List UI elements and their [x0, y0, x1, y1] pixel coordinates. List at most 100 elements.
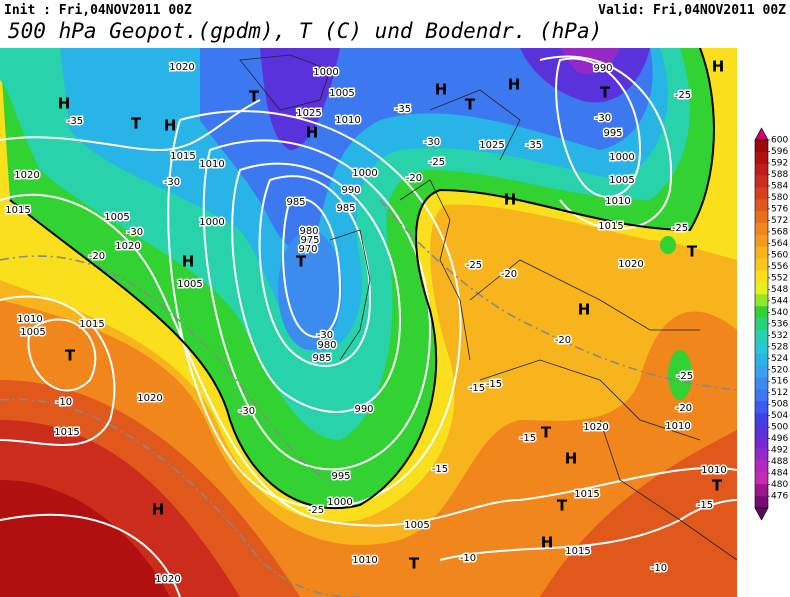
pressure-center: T — [409, 555, 420, 573]
contour-label: 1005 — [329, 88, 354, 99]
colorbar-tick-label: 580 — [771, 193, 788, 203]
contour-label: 1000 — [199, 217, 224, 228]
contour-label: -30 — [127, 227, 143, 238]
colorbar-segment — [755, 472, 768, 485]
colorbar-tick-label: 476 — [771, 492, 788, 502]
contour-label: -25 — [466, 260, 482, 271]
contour-label: -25 — [672, 223, 688, 234]
contour-label: 980 — [299, 226, 318, 237]
valid-time: Valid: Fri,04NOV2011 00Z — [598, 3, 786, 18]
colorbar-segment — [755, 424, 768, 438]
contour-label: -25 — [677, 371, 693, 382]
contour-label: 1015 — [565, 546, 590, 557]
colorbar-tick-label: 532 — [771, 331, 788, 341]
contour-label: 995 — [331, 471, 350, 482]
pressure-center: H — [58, 95, 71, 113]
contour-label: -15 — [697, 500, 713, 511]
contour-label: -35 — [67, 116, 83, 127]
contour-label: 985 — [286, 197, 305, 208]
colorbar-segment — [755, 294, 768, 307]
colorbar-tick-label: 540 — [771, 308, 788, 318]
colorbar-tick-label: 584 — [771, 181, 788, 191]
init-time: Init : Fri,04NOV2011 00Z — [4, 3, 192, 18]
colorbar-tick-label: 508 — [771, 400, 788, 410]
contour-label: 1005 — [609, 175, 634, 186]
colorbar-top — [754, 127, 769, 141]
contour-label: 1010 — [335, 115, 360, 126]
colorbar-segment — [755, 175, 768, 188]
colorbar-bottom — [754, 507, 769, 521]
contour-label: 995 — [603, 128, 622, 139]
pressure-center: H — [504, 191, 517, 209]
pressure-center: H — [541, 534, 554, 552]
contour-label: 1010 — [17, 314, 42, 325]
pressure-center: T — [600, 84, 611, 102]
contour-label: -15 — [469, 383, 485, 394]
contour-label: 1010 — [605, 196, 630, 207]
pressure-center: H — [565, 450, 578, 468]
contour-label: 975 — [300, 235, 319, 246]
contour-label: -25 — [308, 505, 324, 516]
contour-label: 1000 — [327, 497, 352, 508]
colorbar-tick-label: 500 — [771, 423, 788, 433]
map-title: 500 hPa Geopot.(gpdm), T (C) und Bodendr… — [8, 19, 602, 43]
colorbar-tick-label: 492 — [771, 446, 788, 456]
contour-label: -35 — [395, 104, 411, 115]
contour-label: 1015 — [598, 221, 623, 232]
colorbar-segment — [755, 365, 768, 378]
pressure-center: T — [557, 497, 568, 515]
pressure-center: T — [65, 347, 76, 365]
contour-label: 1015 — [54, 427, 79, 438]
contour-label: 1005 — [177, 279, 202, 290]
pressure-center: T — [687, 243, 698, 261]
contour-label: 990 — [354, 404, 373, 415]
pressure-center: H — [182, 253, 195, 271]
colorbar-tick-label: 504 — [771, 411, 788, 421]
colorbar-segment — [755, 329, 768, 343]
colorbar-tick-label: 488 — [771, 457, 788, 467]
map — [0, 48, 737, 597]
contour-label: 1005 — [20, 327, 45, 338]
colorbar-tick-label: 520 — [771, 365, 788, 375]
contour-label: -10 — [56, 397, 72, 408]
colorbar-segment — [755, 151, 768, 165]
colorbar-segment — [755, 484, 768, 497]
contour-label: 985 — [336, 203, 355, 214]
contour-label: 1000 — [609, 152, 634, 163]
pressure-center: T — [249, 88, 260, 106]
contour-label: 1010 — [665, 421, 690, 432]
contour-label: 990 — [593, 63, 612, 74]
colorbar-segment — [755, 401, 768, 414]
pressure-center: H — [164, 117, 177, 135]
colorbar-segment — [755, 270, 768, 283]
colorbar-tick-label: 552 — [771, 273, 788, 283]
colorbar-tick-label: 528 — [771, 342, 788, 352]
colorbar-segment — [755, 436, 768, 449]
colorbar-segment — [755, 448, 768, 461]
pressure-center: T — [712, 477, 723, 495]
colorbar-tick-label: 600 — [771, 136, 788, 146]
colorbar-tick-label: 596 — [771, 147, 788, 157]
colorbar-segment — [755, 246, 768, 260]
colorbar-tick-label: 564 — [771, 239, 788, 249]
colorbar-tick-label: 536 — [771, 319, 788, 329]
colorbar-tick-label: 568 — [771, 227, 788, 237]
contour-label: -20 — [406, 173, 422, 184]
colorbar-tick-label: 512 — [771, 388, 788, 398]
contour-label: -15 — [486, 379, 502, 390]
colorbar-segment — [755, 353, 768, 366]
contour-label: 1015 — [170, 151, 195, 162]
colorbar-segment — [755, 258, 768, 271]
contour-label: 1025 — [296, 108, 321, 119]
colorbar-segment — [755, 199, 768, 212]
pressure-center: T — [541, 424, 552, 442]
contour-label: 1000 — [313, 67, 338, 78]
pressure-center: T — [131, 115, 142, 133]
contour-label: -25 — [429, 157, 445, 168]
pressure-center: H — [578, 301, 591, 319]
contour-label: -35 — [526, 140, 542, 151]
contour-label: 985 — [312, 353, 331, 364]
pressure-center: H — [435, 81, 448, 99]
contour-label: -30 — [239, 406, 255, 417]
colorbar-segment — [755, 377, 768, 390]
